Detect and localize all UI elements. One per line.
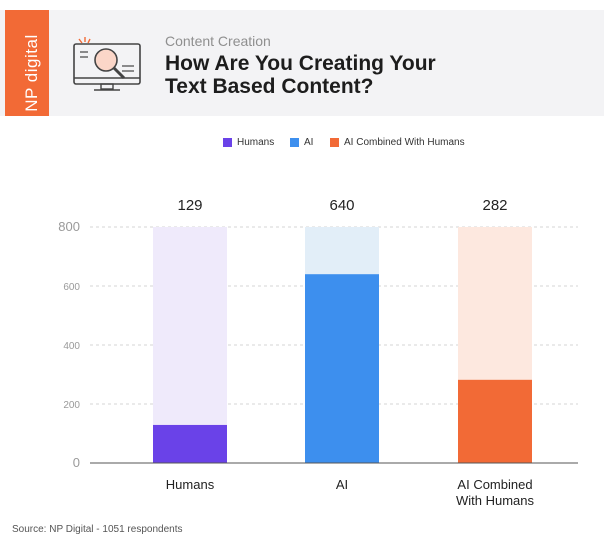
x-tick-label-humans: Humans: [166, 477, 215, 492]
legend-label-ai: AI: [304, 137, 314, 148]
bar-humans: [153, 424, 227, 463]
data-label-ai-combined: 282: [482, 197, 507, 214]
chart-title-line-1: How Are You Creating Your: [165, 52, 436, 75]
chart-title: How Are You Creating Your Text Based Con…: [165, 52, 495, 98]
y-tick-label-800: 800: [58, 219, 80, 234]
y-tick-label-0: 0: [73, 455, 80, 470]
brand-logo: NP digital: [5, 10, 49, 116]
y-tick-label-400: 400: [63, 341, 80, 352]
x-tick-label-ai: AI: [336, 477, 348, 492]
bar-ai-combined: [458, 379, 532, 463]
legend-item-ai-combined: AI Combined With Humans: [330, 137, 465, 148]
legend-item-humans: Humans: [223, 137, 274, 148]
legend-label-humans: Humans: [237, 137, 275, 148]
bar-ai: [305, 274, 379, 463]
chart-legend: Humans AI AI Combined With Humans: [0, 137, 604, 153]
chart-title-line-2: Text Based Content?: [165, 75, 374, 98]
data-label-ai: 640: [329, 197, 354, 214]
x-tick-label-ai-combined-line-1: AI Combined: [457, 477, 532, 492]
x-tick-label-ai-combined-line-2: With Humans: [456, 493, 535, 508]
bar-track-humans: [153, 227, 227, 463]
legend-label-ai-combined: AI Combined With Humans: [344, 137, 465, 148]
y-tick-label-200: 200: [63, 400, 80, 411]
legend-swatch-ai-combined: [330, 138, 339, 147]
data-label-humans: 129: [177, 197, 202, 214]
legend-swatch-ai: [290, 138, 299, 147]
legend-item-ai: AI: [290, 137, 313, 148]
chart-subtitle: Content Creation: [165, 33, 271, 49]
monitor-magnifier-icon: [73, 37, 141, 91]
source-note: Source: NP Digital - 1051 respondents: [12, 524, 183, 535]
y-tick-label-600: 600: [63, 282, 80, 293]
legend-swatch-humans: [223, 138, 232, 147]
